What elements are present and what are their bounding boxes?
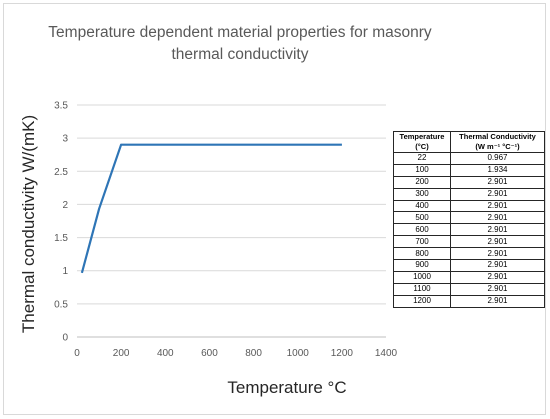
- conductivity-cell: 2.901: [450, 211, 545, 225]
- temperature-cell: 100: [393, 163, 451, 177]
- temperature-cell: 22: [393, 152, 451, 165]
- y-tick-label: 3.5: [54, 101, 68, 112]
- temperature-cell: 700: [393, 235, 451, 249]
- x-tick-label: 200: [113, 348, 130, 359]
- temperature-cell: 400: [393, 199, 451, 213]
- y-tick-label: 0.5: [54, 299, 68, 310]
- table-row: 700 2.901: [393, 235, 545, 249]
- conductivity-cell: 2.901: [450, 175, 545, 189]
- x-tick-label: 1200: [331, 348, 354, 359]
- conductivity-header-title: Thermal Conductivity: [459, 132, 536, 141]
- temperature-cell: 1200: [393, 294, 451, 308]
- table-row: 200 2.901: [393, 175, 545, 189]
- temperature-header-title: Temperature: [399, 132, 445, 141]
- conductivity-cell: 2.901: [450, 235, 545, 249]
- conductivity-cell: 2.901: [450, 294, 545, 308]
- table-row: 1200 2.901: [393, 294, 545, 308]
- x-axis-label: Temperature °C: [227, 378, 347, 397]
- conductivity-cell: 2.901: [450, 282, 545, 296]
- table-row: 900 2.901: [393, 259, 545, 272]
- y-tick-label: 0: [62, 333, 68, 344]
- x-tick-label: 1400: [375, 348, 398, 359]
- conductivity-cell: 2.901: [450, 187, 545, 201]
- y-tick-label: 2: [62, 200, 68, 211]
- y-tick-label: 1: [62, 266, 68, 277]
- conductivity-header-unit: (W m⁻¹ °C⁻¹): [475, 142, 520, 151]
- temperature-cell: 1100: [393, 282, 451, 296]
- x-tick-label: 0: [74, 348, 80, 359]
- series-line: [80, 143, 342, 274]
- table-row: 500 2.901: [393, 211, 545, 225]
- temperature-cell: 1000: [393, 270, 451, 284]
- y-tick-label: 3: [62, 134, 68, 145]
- temperature-cell: 300: [393, 187, 451, 201]
- table-row: 800 2.901: [393, 247, 545, 261]
- chart-frame: [3, 3, 546, 415]
- table-row: 1100 2.901: [393, 282, 545, 296]
- table-row: 22 0.967: [393, 152, 545, 165]
- x-tick-label: 600: [201, 348, 218, 359]
- conductivity-cell: 2.901: [450, 270, 545, 284]
- temperature-cell: 500: [393, 211, 451, 225]
- conductivity-column-header: Thermal Conductivity (W m⁻¹ °C⁻¹): [450, 131, 545, 153]
- y-tick-label: 2.5: [54, 167, 68, 178]
- temperature-cell: 900: [393, 259, 451, 272]
- conductivity-cell: 2.901: [450, 199, 545, 213]
- temperature-cell: 200: [393, 175, 451, 189]
- y-axis-label: Thermal conductivity W/(mK): [19, 114, 38, 334]
- temperature-cell: 800: [393, 247, 451, 261]
- conductivity-cell: 2.901: [450, 223, 545, 237]
- table-row: 1000 2.901: [393, 270, 545, 284]
- table-row: 300 2.901: [393, 187, 545, 201]
- temperature-column-header: Temperature (°C): [393, 131, 451, 153]
- x-tick-label: 800: [245, 348, 262, 359]
- table-row: 100 1.934: [393, 163, 545, 177]
- chart-title: Temperature dependent material propertie…: [48, 24, 432, 63]
- x-tick-label: 400: [157, 348, 174, 359]
- conductivity-cell: 1.934: [450, 163, 545, 177]
- temperature-header-unit: (°C): [415, 142, 429, 151]
- table-row: 400 2.901: [393, 199, 545, 213]
- conductivity-cell: 0.967: [450, 152, 545, 165]
- data-table: Temperature (°C) Thermal Conductivity (W…: [393, 131, 545, 308]
- conductivity-cell: 2.901: [450, 247, 545, 261]
- y-tick-label: 1.5: [54, 233, 68, 244]
- table-header-row: Temperature (°C) Thermal Conductivity (W…: [393, 131, 545, 153]
- conductivity-cell: 2.901: [450, 259, 545, 272]
- temperature-cell: 600: [393, 223, 451, 237]
- table-row: 600 2.901: [393, 223, 545, 237]
- x-tick-label: 1000: [287, 348, 310, 359]
